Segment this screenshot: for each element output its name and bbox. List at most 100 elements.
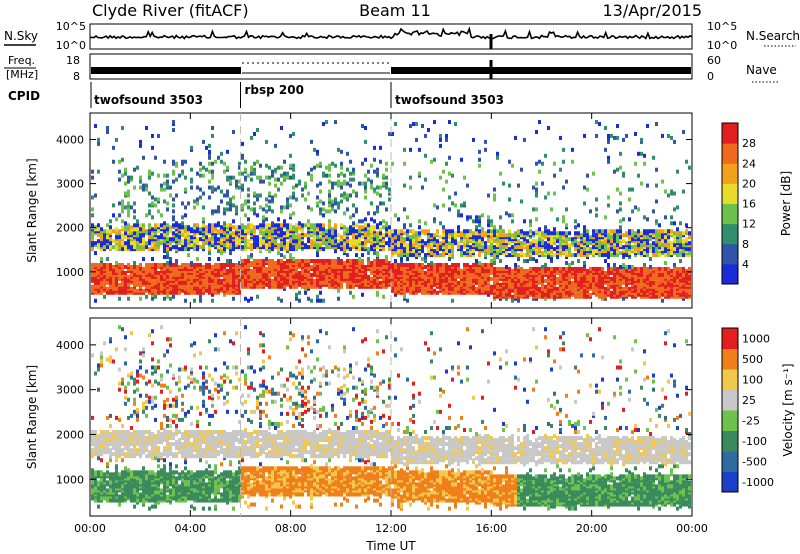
heatmap-cell xyxy=(175,270,178,275)
heatmap-cell xyxy=(181,169,184,174)
heatmap-cell xyxy=(148,223,151,228)
heatmap-cell xyxy=(373,145,376,150)
heatmap-cell xyxy=(151,243,154,248)
heatmap-cell xyxy=(352,213,355,218)
heatmap-cell xyxy=(445,262,448,267)
heatmap-cell xyxy=(520,199,523,204)
heatmap-cell xyxy=(271,278,274,283)
heatmap-cell xyxy=(403,223,406,228)
heatmap-cell xyxy=(130,286,133,291)
heatmap-cell xyxy=(331,181,334,186)
heatmap-cell xyxy=(544,245,547,250)
heatmap-cell xyxy=(382,225,385,230)
heatmap-cell xyxy=(397,217,400,222)
heatmap-cell xyxy=(505,233,508,238)
heatmap-cell xyxy=(148,209,151,214)
heatmap-cell xyxy=(394,245,397,250)
heatmap-cell xyxy=(358,219,361,224)
heatmap-cell xyxy=(250,135,253,140)
heatmap-cell xyxy=(427,243,430,248)
heatmap-cell xyxy=(583,225,586,230)
heatmap-cell xyxy=(379,201,382,206)
heatmap-cell xyxy=(280,298,283,303)
heatmap-cell xyxy=(349,159,352,164)
heatmap-cell xyxy=(337,233,340,238)
heatmap-cell xyxy=(463,251,466,256)
heatmap-cell xyxy=(214,290,217,295)
heatmap-cell xyxy=(346,193,349,198)
heatmap-cell xyxy=(115,286,118,291)
heatmap-cell xyxy=(229,175,232,180)
heatmap-cell xyxy=(496,229,499,234)
heatmap-cell xyxy=(463,175,466,180)
heatmap-cell xyxy=(493,233,496,238)
heatmap-cell xyxy=(433,268,436,273)
heatmap-cell xyxy=(631,270,634,275)
heatmap-cell xyxy=(526,272,529,277)
heatmap-cell xyxy=(205,235,208,240)
heatmap-cell xyxy=(376,284,379,289)
heatmap-cell xyxy=(628,187,631,192)
heatmap-cell xyxy=(94,268,97,273)
heatmap-cell xyxy=(142,257,145,262)
beam-title: Beam 11 xyxy=(359,1,431,20)
heatmap-cell xyxy=(343,191,346,196)
heatmap-cell xyxy=(610,290,613,295)
heatmap-cell xyxy=(544,262,547,267)
heatmap-cell xyxy=(616,187,619,192)
heatmap-cell xyxy=(187,262,190,267)
heatmap-cell xyxy=(388,261,391,265)
heatmap-cell xyxy=(565,223,568,228)
heatmap-cell xyxy=(634,266,637,271)
heatmap-cell xyxy=(310,298,313,303)
heatmap-cell xyxy=(421,249,424,254)
heatmap-cell xyxy=(208,227,211,232)
heatmap-cell xyxy=(388,131,391,136)
heatmap-cell xyxy=(568,280,571,285)
heatmap-cell xyxy=(454,122,457,127)
heatmap-cell xyxy=(553,227,556,232)
heatmap-cell xyxy=(220,225,223,230)
heatmap-cell xyxy=(358,229,361,234)
heatmap-cell xyxy=(151,171,154,176)
heatmap-cell xyxy=(265,197,268,202)
heatmap-cell xyxy=(607,247,610,252)
heatmap-cell xyxy=(292,131,295,136)
heatmap-cell xyxy=(418,231,421,236)
heatmap-cell xyxy=(397,237,400,242)
heatmap-cell xyxy=(445,276,448,281)
heatmap-cell xyxy=(256,175,259,180)
heatmap-cell xyxy=(484,268,487,273)
heatmap-cell xyxy=(148,175,151,180)
heatmap-cell xyxy=(451,173,454,178)
heatmap-cell xyxy=(217,221,220,226)
heatmap-cell xyxy=(211,169,214,174)
heatmap-cell xyxy=(583,288,586,293)
heatmap-cell xyxy=(94,290,97,295)
heatmap-cell xyxy=(442,253,445,258)
heatmap-cell xyxy=(637,151,640,156)
heatmap-cell xyxy=(190,145,193,150)
heatmap-cell xyxy=(376,185,379,190)
heatmap-cells xyxy=(91,120,691,303)
heatmap-cell xyxy=(616,253,619,258)
heatmap-cell xyxy=(601,284,604,289)
nsearch-label: N.Search xyxy=(746,29,800,43)
heatmap-cell xyxy=(376,251,379,256)
heatmap-cell xyxy=(424,241,427,246)
heatmap-cell xyxy=(370,179,373,184)
heatmap-cell xyxy=(367,211,370,216)
heatmap-cell xyxy=(400,262,403,267)
heatmap-cell xyxy=(259,282,262,287)
heatmap-cell xyxy=(457,213,460,218)
heatmap-cell xyxy=(622,280,625,285)
heatmap-cell xyxy=(229,223,232,228)
heatmap-cell xyxy=(307,296,310,301)
heatmap-cell xyxy=(121,262,124,267)
heatmap-cell xyxy=(448,120,451,125)
heatmap-cell xyxy=(361,161,364,166)
heatmap-cell xyxy=(334,197,337,202)
heatmap-cell xyxy=(457,229,460,234)
heatmap-cell xyxy=(169,229,172,234)
heatmap-cell xyxy=(487,219,490,224)
